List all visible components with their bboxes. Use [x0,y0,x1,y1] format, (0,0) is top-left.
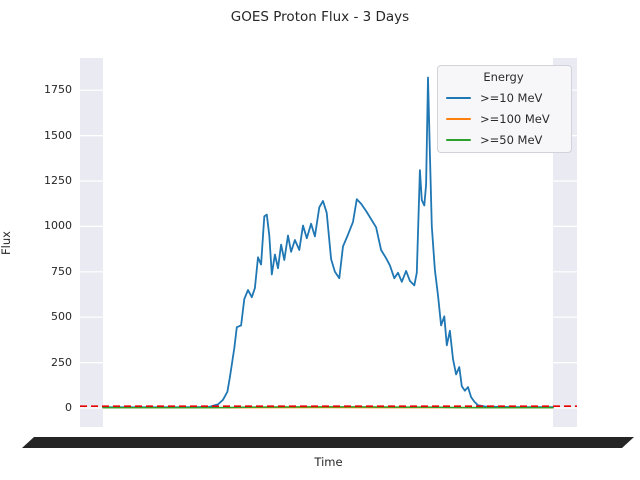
y-tick-label: 1250 [44,174,72,187]
legend-line-swatch-icon [446,117,471,120]
y-tick-label: 250 [51,355,72,369]
legend-items: >=10 MeV >=100 MeV >=50 MeV [444,87,563,150]
legend-item: >=100 MeV [444,108,563,129]
y-axis-label: Flux [0,231,13,255]
legend-item: >=10 MeV [444,87,563,108]
legend-line-swatch-icon [446,138,471,141]
legend-item: >=50 MeV [444,129,563,150]
y-tick-label: 1500 [44,128,72,142]
y-tick-label: 0 [65,401,72,414]
legend-item-label: >=100 MeV [480,111,550,126]
x-axis-label: Time [314,455,343,469]
y-tick-label: 1000 [44,219,72,233]
legend-item-label: >=10 MeV [480,90,543,105]
legend-title: Energy [483,70,524,84]
legend: Energy >=10 MeV >=100 MeV >=50 MeV [437,65,572,153]
legend-line-swatch-icon [446,96,471,99]
chart-title: GOES Proton Flux - 3 Days [230,9,410,25]
y-tick-label: 500 [51,310,72,324]
x-tick-labels-overlap-bar [22,437,634,448]
y-tick-label: 750 [51,264,72,278]
series-line-3 [102,406,554,409]
plot-margin-band-left [80,58,103,427]
series-line-1 [102,76,554,409]
y-tick-label: 1750 [44,83,72,97]
legend-item-label: >=50 MeV [480,132,543,147]
